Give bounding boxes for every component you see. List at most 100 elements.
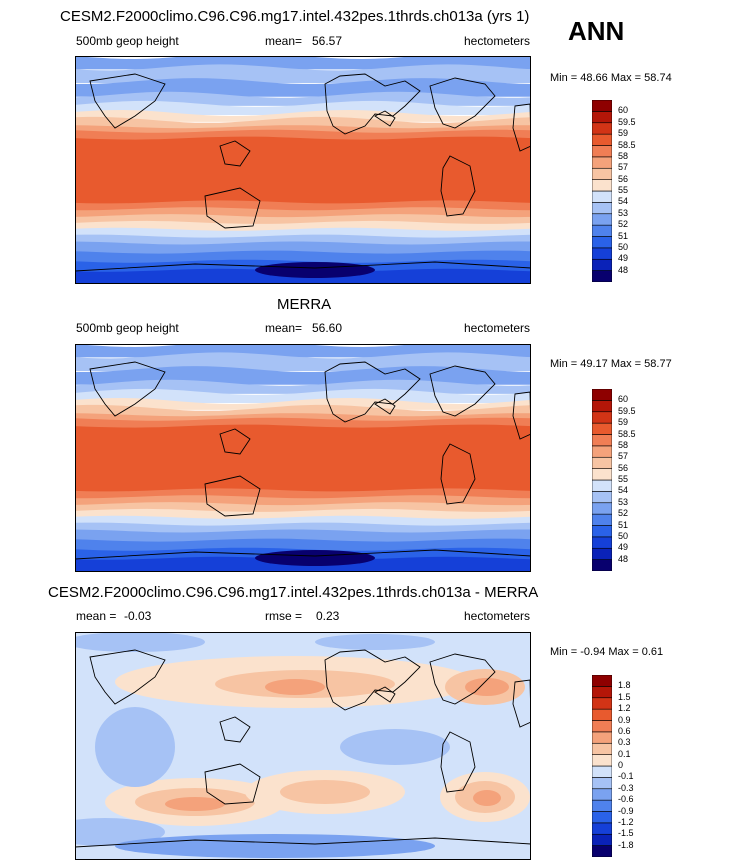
coastline — [324, 73, 421, 135]
colorbar-tick-label: 55 — [618, 474, 629, 484]
coastline — [512, 679, 531, 728]
colorbar-swatch — [592, 224, 612, 237]
colorbar-swatch — [592, 179, 612, 192]
coastline — [75, 261, 531, 284]
colorbar-swatch — [592, 422, 612, 435]
colorbar-swatch — [592, 389, 612, 401]
contour-band — [255, 262, 375, 278]
colorbar-tick-label: 58 — [618, 439, 629, 450]
coastline — [204, 475, 261, 517]
colorbar-swatch — [592, 247, 612, 260]
coastline — [374, 110, 396, 127]
colorbar-tick-label: 53 — [618, 496, 629, 507]
colorbar-swatch — [592, 190, 612, 203]
contour-band — [75, 136, 531, 204]
colorbar-tick-label: 51 — [618, 230, 629, 241]
coastline — [374, 686, 396, 703]
colorbar-tick-label: 56 — [618, 462, 629, 473]
contour-band — [75, 424, 531, 492]
colorbar-tick-label: 58.5 — [618, 428, 636, 439]
coastline — [89, 649, 166, 705]
panel1-min-max: Min = 48.66 Max = 58.74 — [550, 72, 672, 84]
contour-band — [75, 250, 531, 264]
colorbar-swatch — [592, 686, 612, 699]
colorbar-tick-label: 60 — [618, 105, 629, 116]
contour-band — [75, 502, 531, 513]
panel1-colorbar: 48 49 50 51 52 53 54 55 56 57 58 58.5 59 59.5 60 — [592, 100, 636, 282]
contour-band — [75, 220, 531, 232]
colorbar-swatch — [592, 145, 612, 158]
colorbar-tick-label: 48 — [618, 553, 629, 564]
colorbar-tick-label: 50 — [618, 530, 629, 541]
colorbar-tick-label: 56 — [618, 173, 629, 184]
coastline — [440, 443, 476, 505]
contour-band — [75, 379, 531, 394]
coastline — [89, 73, 166, 129]
colorbar-swatch — [592, 491, 612, 504]
panel1-title: CESM2.F2000climo.C96.C96.mg17.intel.432p… — [60, 8, 530, 25]
colorbar-tick-label: 59.5 — [618, 405, 636, 416]
colorbar-tick-label: 1.2 — [618, 703, 631, 714]
contour-band — [280, 780, 370, 804]
coastline — [219, 428, 251, 455]
colorbar-swatch — [592, 258, 612, 271]
panel2-contour-map — [75, 344, 531, 572]
colorbar-tick-label: -0.9 — [618, 805, 634, 816]
colorbar-swatch — [592, 754, 612, 767]
colorbar-tick-label: 58.5 — [618, 139, 636, 150]
panel2-mean-value: 56.60 — [312, 321, 343, 335]
contour-band — [265, 679, 325, 695]
contour-band — [75, 116, 531, 129]
colorbar-tick-label: -0.6 — [618, 794, 634, 805]
colorbar-swatch — [592, 513, 612, 526]
coastline — [440, 155, 476, 217]
contour-band — [75, 515, 531, 527]
colorbar-swatch — [592, 122, 612, 135]
colorbar-tick-label: 52 — [618, 508, 629, 519]
contour-band — [75, 214, 531, 225]
colorbar-swatch — [592, 468, 612, 481]
contour-band — [473, 790, 501, 806]
panel3-rmse-label: rmse = — [265, 609, 303, 623]
colorbar-swatch — [592, 547, 612, 560]
colorbar-tick-label: 51 — [618, 519, 629, 530]
contour-band — [315, 634, 435, 650]
map-frame — [75, 632, 531, 860]
panel3-rmse-value: 0.23 — [316, 609, 340, 623]
contour-band — [340, 729, 450, 765]
colorbar-swatch — [592, 400, 612, 413]
colorbar-tick-label: 58 — [618, 150, 629, 161]
contour-band — [75, 398, 531, 410]
map-frame — [75, 56, 531, 284]
colorbar-swatch — [592, 156, 612, 169]
colorbar-swatch — [592, 799, 612, 812]
contour-band — [95, 707, 175, 787]
colorbar-tick-label: 1.8 — [618, 680, 631, 691]
contour-band — [75, 91, 531, 106]
contour-band — [75, 413, 531, 422]
colorbar-tick-label: 54 — [618, 485, 629, 496]
contour-band — [75, 632, 205, 652]
panel1-mean-label: mean= — [265, 34, 303, 48]
colorbar-swatch — [592, 833, 612, 846]
colorbar-swatch — [592, 742, 612, 755]
coastline — [219, 140, 251, 167]
coastline — [512, 391, 531, 440]
colorbar-tick-label: 49 — [618, 542, 629, 553]
colorbar-tick-label: -0.1 — [618, 771, 634, 782]
colorbar-tick-label: 0 — [618, 760, 624, 770]
colorbar-swatch — [592, 525, 612, 538]
contour-band — [75, 818, 165, 846]
colorbar-swatch — [592, 270, 612, 282]
panel3-difference-map — [75, 632, 531, 860]
panel2-title: MERRA — [277, 296, 332, 313]
panel1-variable: 500mb geop height — [76, 34, 179, 48]
colorbar-tick-label: 48 — [618, 264, 629, 275]
colorbar-tick-label: 50 — [618, 241, 629, 252]
contour-band — [75, 404, 531, 417]
colorbar-tick-label: 59.5 — [618, 116, 636, 127]
panel1-contour-map — [75, 56, 531, 284]
panel2-colorbar: 48 49 50 51 52 53 54 55 56 57 58 58.5 59 59.5 60 — [592, 389, 636, 571]
panel3-title: CESM2.F2000climo.C96.C96.mg17.intel.432p… — [48, 584, 539, 601]
contour-band — [465, 678, 509, 696]
